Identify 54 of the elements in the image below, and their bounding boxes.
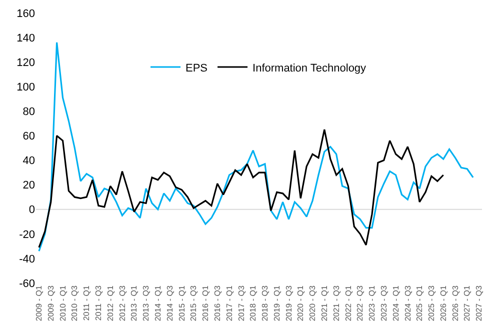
x-tick-label: 2009 - Q1 — [34, 285, 44, 322]
x-tick-label: 2017 - Q1 — [224, 285, 234, 322]
x-tick-label: 2015 - Q1 — [177, 285, 186, 322]
x-tick-label: 2018 - Q3 — [260, 285, 270, 322]
x-tick-label: 2020 - Q3 — [308, 285, 318, 322]
x-tick-label: 2019 - Q1 — [272, 285, 282, 322]
x-tick-label: 2022 - Q3 — [356, 285, 365, 322]
x-tick-label: 2013 - Q1 — [130, 285, 139, 322]
x-tick-label: 2015 - Q3 — [189, 285, 198, 322]
x-tick-label: 2011 - Q1 — [82, 285, 92, 321]
y-tick-label: 160 — [16, 8, 35, 20]
y-tick-label: -40 — [19, 253, 35, 266]
legend-label: Information Technology — [252, 62, 367, 74]
y-tick-label: 0 — [28, 204, 35, 216]
x-tick-label: 2010 - Q3 — [70, 285, 80, 322]
x-tick-label: 2022 - Q1 — [344, 285, 353, 322]
x-tick-label: 2027 - Q1 — [462, 285, 472, 322]
x-tick-label: 2024 - Q1 — [391, 285, 400, 322]
x-tick-label: 2023 - Q3 — [379, 285, 388, 322]
legend-label: EPS — [186, 62, 208, 74]
x-tick-label: 2016 - Q1 — [201, 285, 210, 322]
y-tick-label: 20 — [22, 180, 35, 192]
line-series — [38, 42, 474, 252]
x-tick-label: 2010 - Q1 — [58, 285, 68, 322]
x-tick-label: 2011 - Q3 — [94, 285, 104, 321]
y-tick-label: -20 — [19, 228, 35, 241]
x-tick-label: 2016 - Q3 — [212, 285, 222, 322]
y-tick-label: 120 — [16, 56, 35, 69]
x-tick-label: 2021 - Q3 — [332, 285, 341, 322]
x-tick-label: 2012 - Q3 — [118, 285, 127, 322]
y-tick-label: 60 — [22, 130, 35, 143]
x-tick-label: 2013 - Q3 — [142, 285, 151, 322]
x-tick-label: 2025 - Q3 — [427, 285, 436, 322]
x-tick-label: 2025 - Q1 — [415, 285, 424, 322]
y-tick-label: -60 — [19, 278, 35, 290]
x-tick-label: 2021 - Q1 — [320, 285, 330, 322]
x-tick-label: 2018 - Q1 — [248, 285, 258, 322]
x-tick-label: 2023 - Q1 — [368, 285, 377, 322]
x-tick-label: 2020 - Q1 — [296, 285, 306, 322]
x-tick-label: 2014 - Q1 — [154, 285, 163, 322]
y-tick-label: 140 — [16, 32, 35, 44]
line-series — [38, 128, 444, 248]
x-tick-label: 2012 - Q1 — [106, 285, 115, 322]
x-tick-label: 2026 - Q3 — [450, 285, 460, 322]
x-tick-label: 2024 - Q3 — [403, 285, 412, 322]
x-tick-label: 2009 - Q3 — [46, 285, 56, 322]
y-tick-label: 40 — [22, 155, 35, 168]
x-tick-label: 2014 - Q3 — [165, 285, 174, 322]
x-tick-label: 2026 - Q1 — [438, 285, 448, 322]
y-tick-label: 100 — [16, 81, 35, 94]
y-tick-label: 80 — [22, 106, 35, 118]
x-tick-label: 2017 - Q3 — [236, 285, 246, 322]
x-tick-label: 2027 - Q3 — [474, 285, 484, 322]
x-tick-label: 2019 - Q3 — [284, 285, 294, 322]
